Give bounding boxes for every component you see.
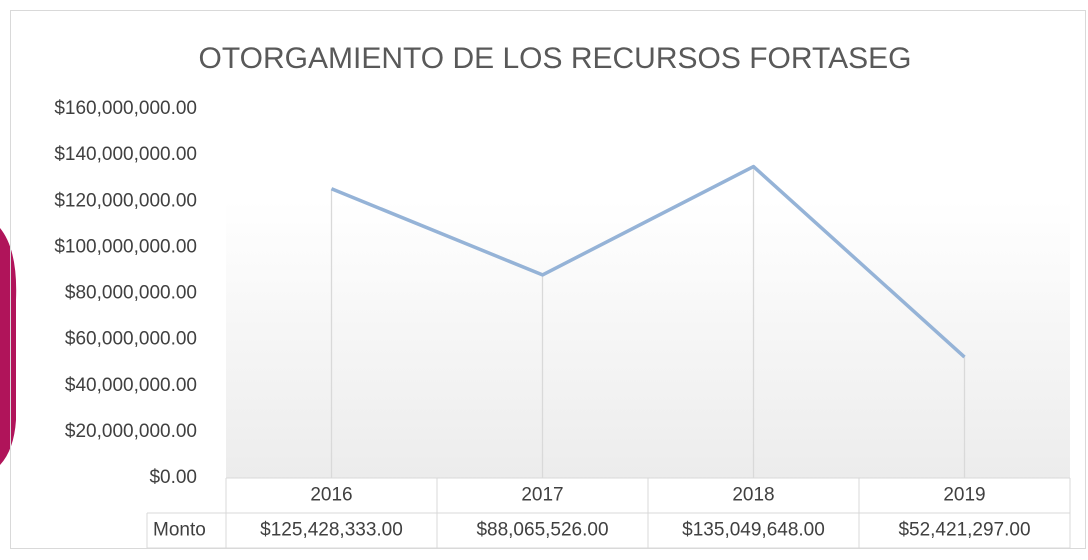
decoration: [0, 228, 17, 465]
y-tick-label: $160,000,000.00: [54, 98, 197, 119]
data-label: $88,065,526.00: [476, 520, 608, 541]
x-tick-label: 2019: [943, 485, 985, 506]
y-tick-label: $20,000,000.00: [65, 421, 197, 442]
y-tick-label: $100,000,000.00: [54, 236, 197, 257]
x-tick-label: 2016: [310, 485, 352, 506]
chart-title: OTORGAMIENTO DE LOS RECURSOS FORTASEG: [199, 42, 912, 75]
y-tick-label: $40,000,000.00: [65, 375, 197, 396]
y-tick-label: $140,000,000.00: [54, 144, 197, 165]
legend-label: Monto: [153, 520, 206, 541]
x-tick-label: 2017: [521, 485, 563, 506]
y-tick-label: $60,000,000.00: [65, 329, 197, 350]
y-tick-label: $80,000,000.00: [65, 283, 197, 304]
x-tick-label: 2018: [732, 485, 774, 506]
line: [330, 164, 966, 359]
y-tick-label: $0.00: [149, 467, 197, 488]
y-tick-label: $120,000,000.00: [54, 190, 197, 211]
data-label: $135,049,648.00: [682, 520, 825, 541]
plot-background: [226, 200, 1070, 478]
data-label: $125,428,333.00: [260, 520, 403, 541]
data-label: $52,421,297.00: [898, 520, 1030, 541]
